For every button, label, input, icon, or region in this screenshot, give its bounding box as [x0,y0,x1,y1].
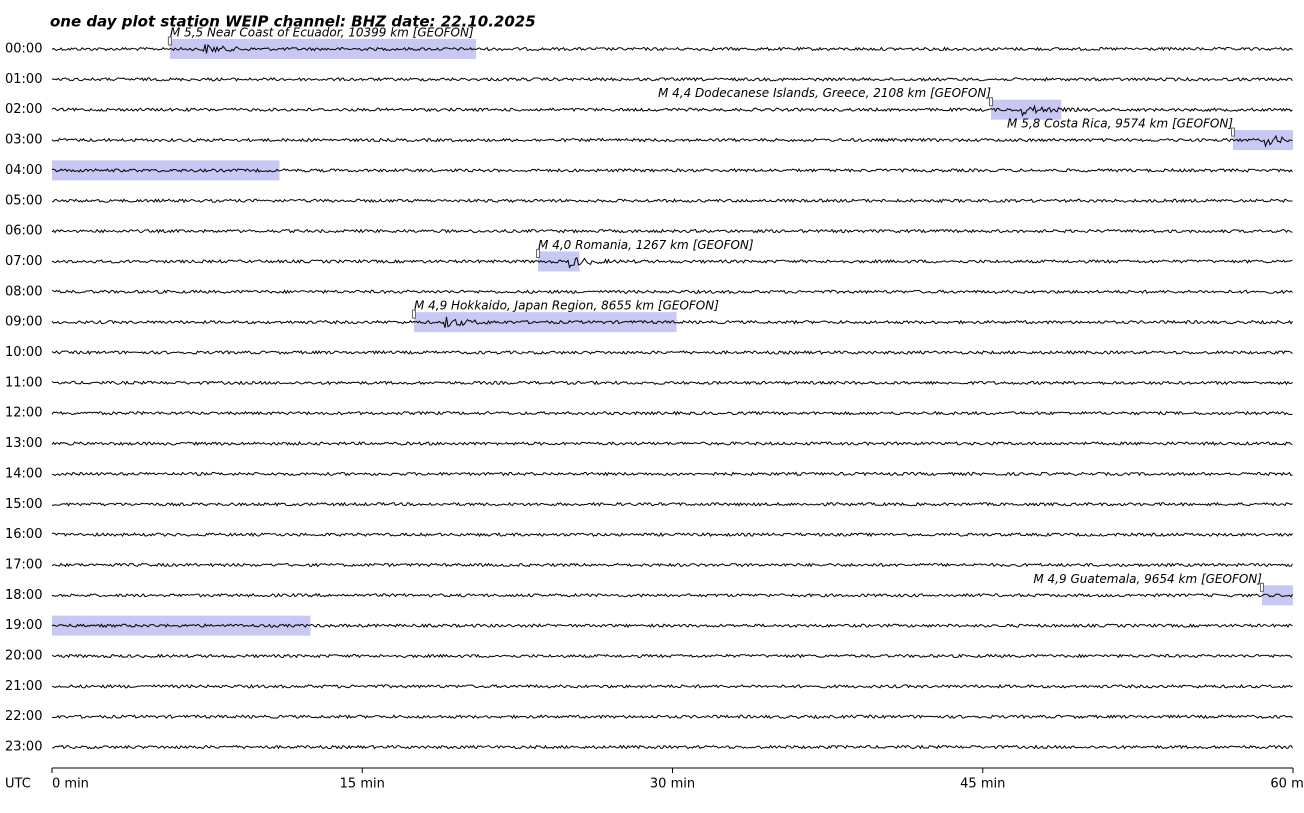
row-label: 13:00 [5,436,42,451]
trace [51,562,1293,568]
trace [51,714,1293,720]
trace [51,198,1293,204]
trace [51,134,1293,148]
trace [51,104,1293,118]
trace [51,410,1293,416]
row-label: 21:00 [5,679,42,694]
x-tick-label: 0 min [52,777,89,792]
trace [51,289,1293,295]
trace [51,623,1293,629]
event-highlight [1261,585,1293,606]
trace [51,350,1293,355]
event-marker [1231,127,1236,137]
trace [51,228,1293,234]
traces [51,43,1293,750]
row-label: 17:00 [5,557,42,572]
row-label: 20:00 [5,649,42,664]
event-marker [989,97,994,107]
row-label: 18:00 [5,588,42,603]
event-highlight [991,99,1062,120]
foreground: 00:00 01:00 02:00 03:00 04:00 05:00 06:00 07:00… [5,26,1304,792]
row-label: 09:00 [5,315,42,330]
row-label: 23:00 [5,740,42,755]
event-label: M 4,4 Dodecanese Islands, Greece, 2108 k… [658,86,991,100]
event-marker [167,36,172,46]
trace [51,653,1293,659]
row-label: 16:00 [5,527,42,542]
x-tick-label: 15 min [340,777,385,792]
event-label: M 5,5 Near Coast of Ecuador, 10399 km [G… [170,26,474,40]
row-label: 12:00 [5,406,42,421]
trace [51,532,1293,538]
event-marker [536,248,541,258]
trace [51,441,1293,446]
trace [51,744,1293,750]
row-label: 00:00 [5,42,42,57]
event-marker [411,309,416,319]
y-axis-label: UTC [5,777,31,792]
trace [51,683,1293,689]
trace [51,76,1293,82]
event-label: M 4,9 Hokkaido, Japan Region, 8655 km [G… [414,299,719,313]
row-label: 07:00 [5,254,42,269]
trace [51,316,1293,328]
event-highlight [52,160,280,181]
row-label: 15:00 [5,497,42,512]
row-label: 02:00 [5,102,42,117]
row-label: 06:00 [5,224,42,239]
row-label: 11:00 [5,375,42,390]
event-highlight [1233,130,1293,151]
event-label: M 5,8 Costa Rica, 9574 km [GEOFON] [1007,117,1233,131]
trace [51,501,1293,507]
row-label: 03:00 [5,133,42,148]
x-tick-label: 30 min [650,777,695,792]
trace [51,380,1293,386]
row-label: 01:00 [5,72,42,87]
x-tick-label: 45 min [960,777,1005,792]
row-label: 10:00 [5,345,42,360]
chart-title: one day plot station WEIP channel: BHZ d… [50,13,536,31]
trace [51,471,1293,477]
trace [51,43,1293,54]
event-label: M 4,0 Romania, 1267 km [GEOFON] [538,238,754,252]
event-label: M 4,9 Guatemala, 9654 km [GEOFON] [1033,572,1262,586]
row-label: 22:00 [5,709,42,724]
row-label: 04:00 [5,163,42,178]
event-marker [1259,582,1264,592]
trace [51,592,1293,598]
x-tick-label: 60 min [1270,777,1304,792]
row-label: 08:00 [5,284,42,299]
row-label: 14:00 [5,466,42,481]
row-label: 19:00 [5,618,42,633]
trace [51,257,1293,269]
row-label: 05:00 [5,193,42,208]
trace [51,168,1293,173]
